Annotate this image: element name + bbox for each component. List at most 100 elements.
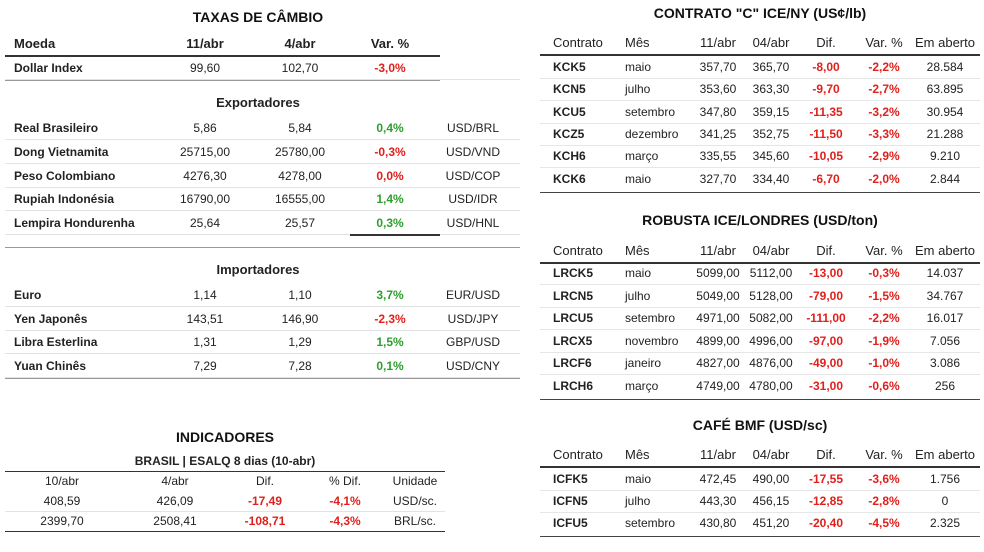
cell: 25,64	[189, 216, 221, 231]
row-label: KCN5	[553, 82, 586, 97]
column-header: Em aberto	[915, 35, 975, 50]
rule	[5, 80, 440, 81]
column-header: Var. %	[370, 36, 410, 51]
cell: 363,30	[752, 82, 790, 97]
cell: dezembro	[625, 126, 679, 141]
cell: 490,00	[752, 472, 790, 486]
cell: 4780,00	[749, 379, 793, 393]
cell: julho	[625, 288, 651, 303]
cell: 146,90	[281, 311, 319, 326]
cell: 327,70	[699, 171, 737, 186]
cell: -1,0%	[868, 356, 900, 371]
cell: BRL/sc.	[393, 514, 437, 528]
cell: 5128,00	[749, 288, 793, 303]
column-header: 11/abr	[700, 243, 736, 258]
cell: janeiro	[625, 356, 662, 371]
row-label: Dong Vietnamita	[14, 144, 109, 159]
row-label: Yen Japonês	[14, 311, 88, 326]
cell: 99,60	[189, 61, 221, 75]
cell: setembro	[625, 104, 676, 119]
cell: 4278,00	[278, 168, 322, 183]
cell: 1,4%	[376, 192, 404, 207]
cell: -111,00	[806, 311, 846, 326]
cell: 443,30	[699, 494, 737, 508]
cell: 335,55	[699, 149, 737, 164]
cell: -20,40	[808, 516, 844, 530]
cell: novembro	[625, 333, 679, 348]
cell: setembro	[625, 516, 676, 530]
cell: 426,09	[156, 494, 194, 508]
cell: julho	[625, 82, 651, 97]
cell: 7.056	[929, 333, 961, 348]
cell: maio	[625, 171, 652, 186]
cell: -2,7%	[868, 82, 900, 97]
cell: 1,10	[288, 288, 312, 302]
cell: 7,28	[288, 359, 312, 374]
column-header: 10/abr	[44, 474, 80, 488]
cell: GBP/USD	[445, 335, 501, 350]
column-header: Em aberto	[915, 447, 975, 462]
cell: USD/IDR	[448, 192, 498, 207]
cell: 0,4%	[376, 121, 404, 135]
rule	[540, 329, 980, 331]
cell: março	[625, 149, 659, 164]
rule	[5, 377, 520, 379]
rule	[5, 353, 520, 355]
column-header: Contrato	[553, 35, 603, 50]
cell: 456,15	[752, 494, 790, 508]
cell: -79,00	[808, 288, 844, 303]
rule	[5, 329, 520, 331]
rule	[5, 511, 445, 512]
column-header: Var. %	[865, 35, 903, 50]
cell: 347,80	[699, 104, 737, 119]
cell: março	[625, 379, 659, 393]
cell: 341,25	[699, 126, 737, 141]
cell: USD/HNL	[446, 216, 500, 231]
cell: -13,00	[808, 266, 844, 280]
cell: -2,8%	[868, 494, 900, 508]
rule	[540, 122, 980, 124]
rule	[540, 490, 980, 491]
rule	[540, 78, 980, 79]
section-title: CONTRATO "C" ICE/NY (US¢/lb)	[653, 5, 867, 21]
row-label: Yuan Chinês	[14, 359, 87, 374]
column-header: Unidade	[392, 474, 438, 488]
rule	[540, 351, 980, 353]
cell: 1,5%	[376, 335, 404, 350]
cell: USD/JPY	[447, 311, 499, 326]
row-label: Libra Esterlina	[14, 335, 98, 350]
cell: USD/BRL	[446, 121, 500, 135]
cell: -0,3%	[374, 144, 406, 159]
cell: 430,80	[699, 516, 737, 530]
cell: 0,0%	[376, 168, 404, 183]
cell: 0,1%	[376, 359, 404, 374]
cell: -0,3%	[868, 266, 900, 280]
row-label: KCK6	[553, 171, 586, 186]
rule	[540, 466, 980, 468]
cell: -6,70	[812, 171, 840, 186]
cell: 451,20	[752, 516, 790, 530]
rule	[5, 234, 520, 236]
rule	[540, 306, 980, 308]
rule	[540, 262, 980, 264]
cell: -3,2%	[868, 104, 900, 119]
cell: 34.767	[926, 288, 964, 303]
row-label: LRCN5	[553, 288, 594, 303]
cell: -4,1%	[329, 494, 361, 508]
group-title: Importadores	[216, 262, 300, 277]
row-label: ICFK5	[553, 472, 588, 486]
cell: EUR/USD	[445, 288, 501, 302]
cell: 25715,00	[179, 144, 231, 159]
cell: 1,29	[288, 335, 312, 350]
cell: 5082,00	[749, 311, 793, 326]
cell: 5,86	[193, 121, 217, 135]
rule	[5, 247, 520, 248]
rule	[540, 54, 980, 56]
cell: 2508,41	[153, 514, 197, 528]
column-header: 04/abr	[752, 447, 790, 462]
column-header: Contrato	[553, 243, 603, 258]
column-header: Dif.	[816, 243, 836, 258]
column-header: Moeda	[14, 36, 56, 51]
column-header: Dif.	[256, 474, 274, 488]
column-header: Mês	[625, 447, 650, 462]
